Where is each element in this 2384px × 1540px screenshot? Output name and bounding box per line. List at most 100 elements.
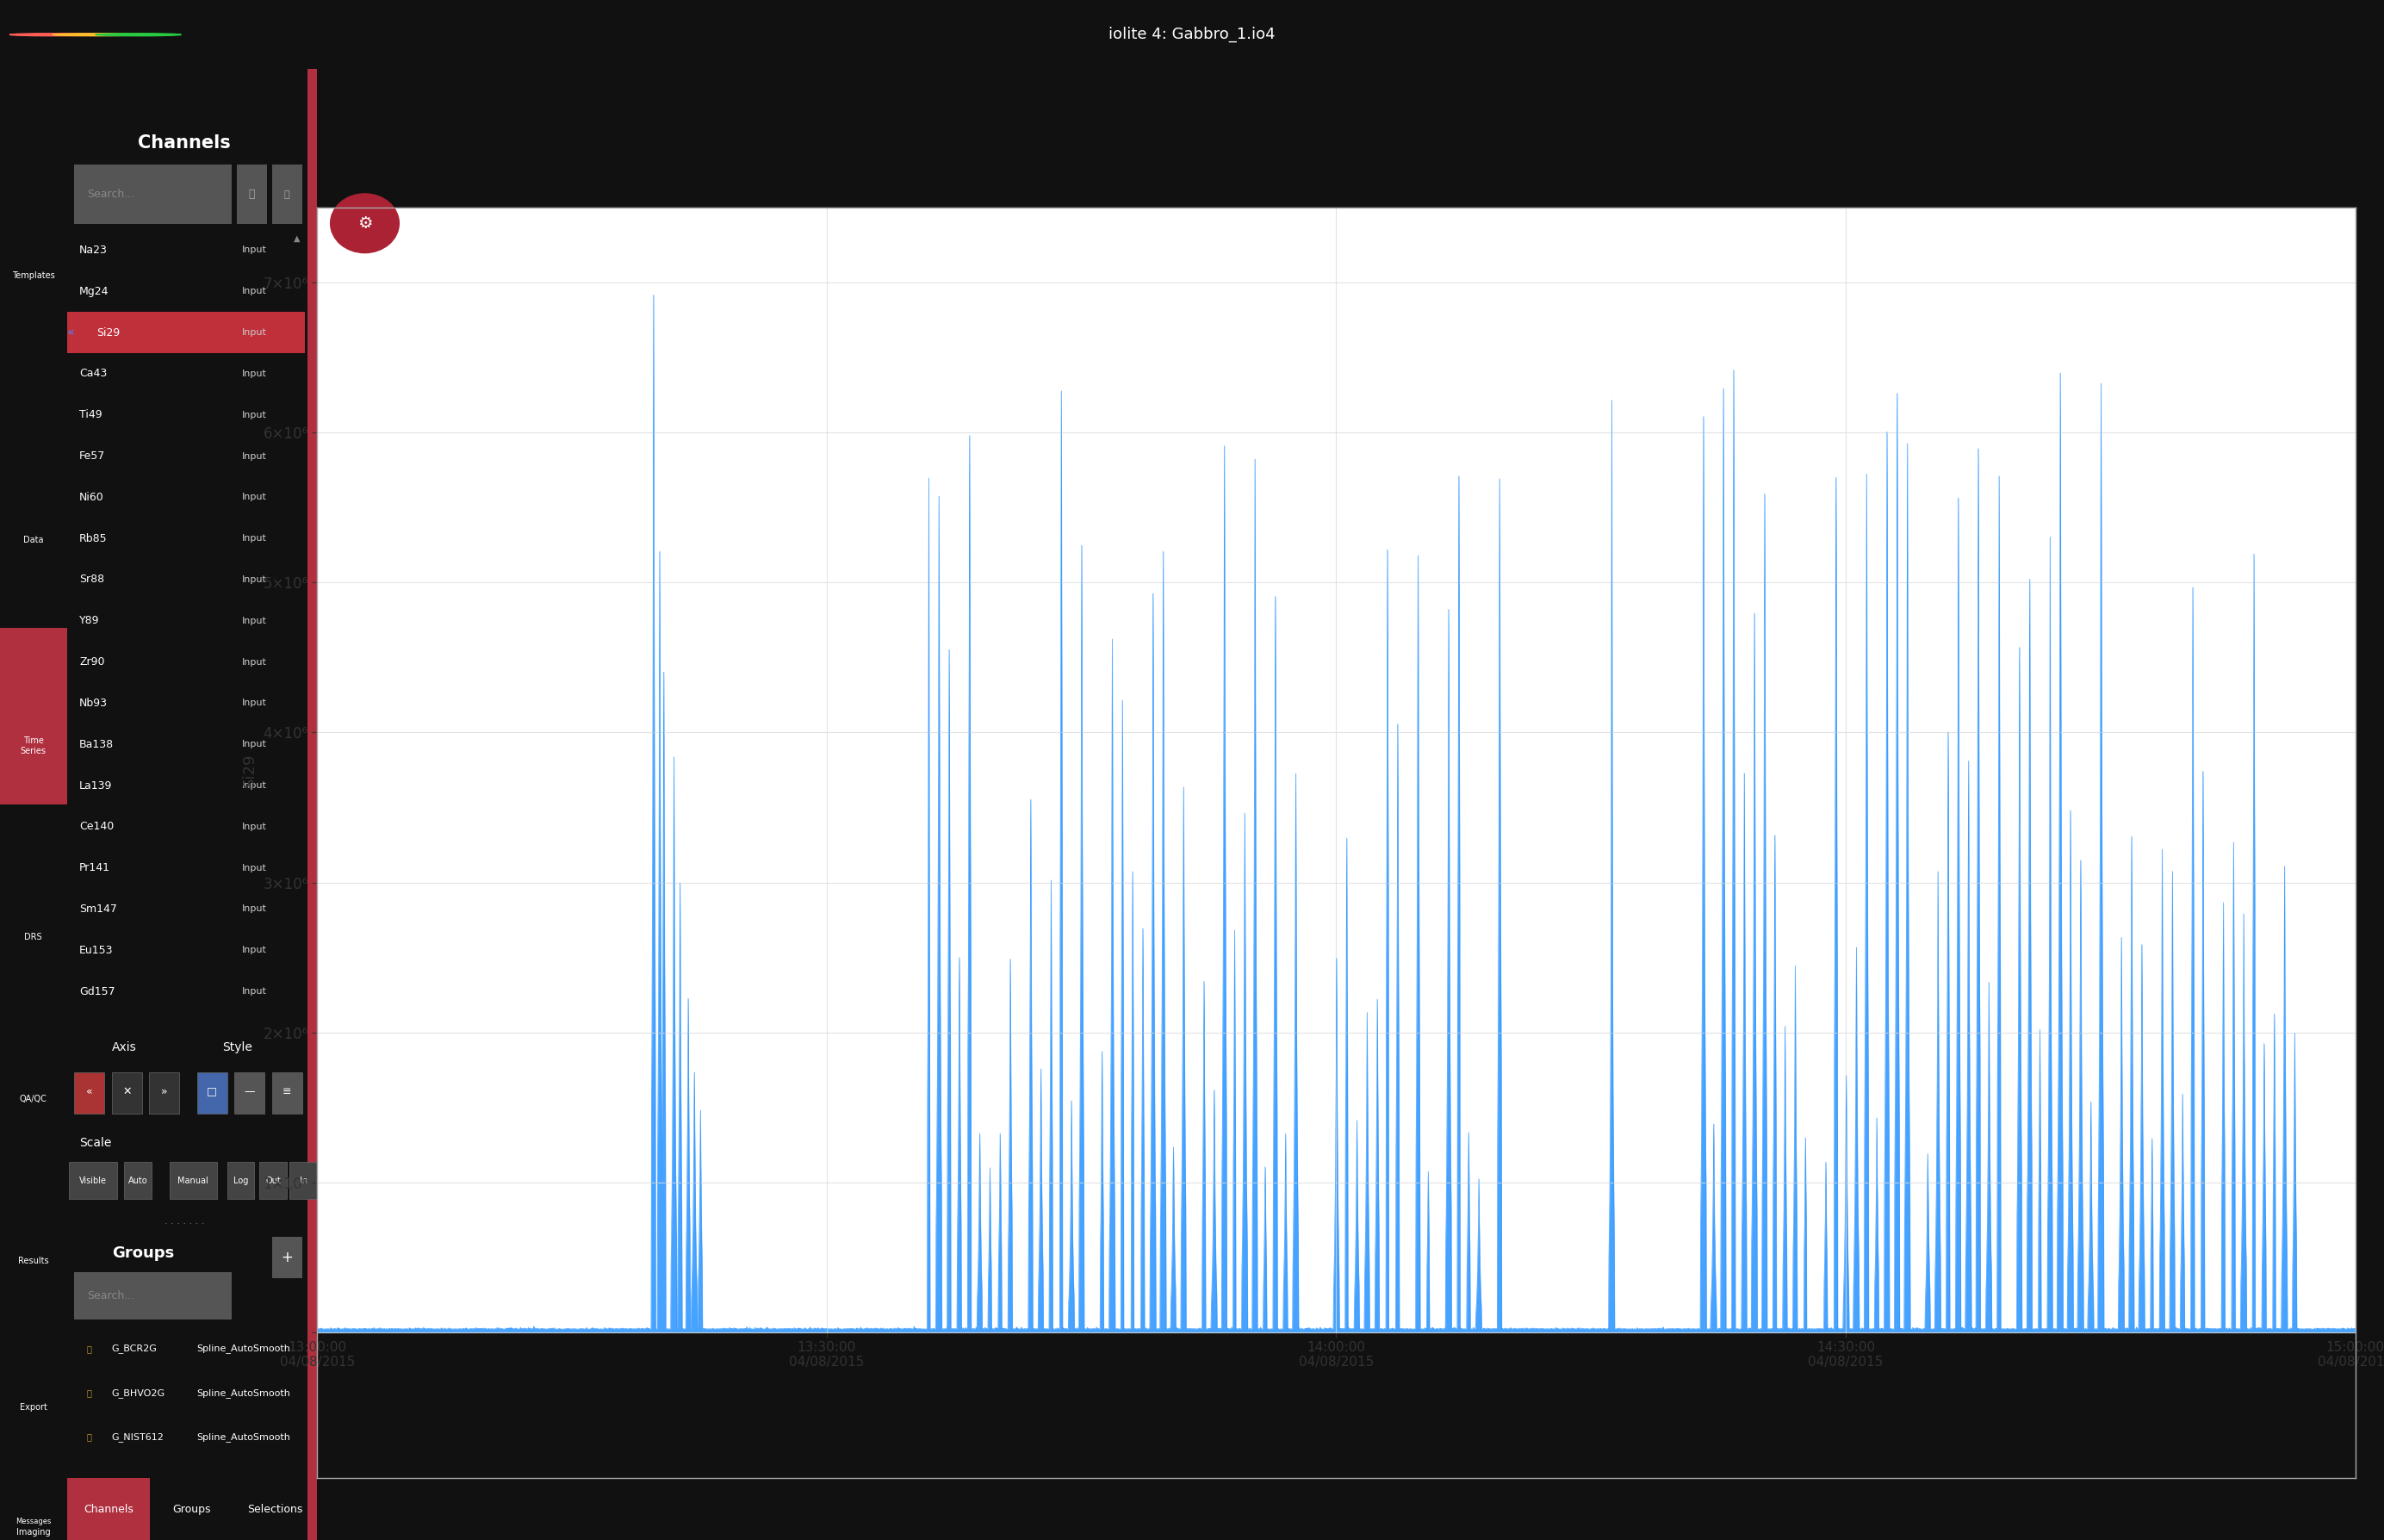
Text: Axis: Axis	[112, 1041, 136, 1053]
Text: Mg24: Mg24	[79, 286, 110, 297]
Text: Na23: Na23	[79, 245, 107, 256]
Circle shape	[10, 34, 95, 35]
FancyBboxPatch shape	[74, 1272, 231, 1320]
Text: Selections: Selections	[248, 1503, 303, 1515]
FancyBboxPatch shape	[236, 165, 267, 223]
Text: Input: Input	[243, 576, 267, 584]
FancyBboxPatch shape	[150, 1072, 179, 1113]
Text: G_BCR2G: G_BCR2G	[112, 1344, 157, 1354]
Text: Channels: Channels	[138, 134, 231, 151]
Y-axis label: Si29: Si29	[241, 753, 257, 787]
Bar	[308, 69, 317, 1540]
Text: Input: Input	[243, 741, 267, 748]
Text: Results: Results	[19, 1257, 48, 1264]
Text: +: +	[281, 1250, 293, 1266]
Text: Input: Input	[243, 370, 267, 377]
FancyBboxPatch shape	[69, 1163, 117, 1198]
Text: Ba138: Ba138	[79, 739, 114, 750]
Text: Spline_AutoSmooth: Spline_AutoSmooth	[198, 1388, 291, 1398]
Text: iolite 4: Gabbro_1.io4: iolite 4: Gabbro_1.io4	[1109, 26, 1275, 43]
Text: »: »	[162, 1086, 167, 1096]
FancyBboxPatch shape	[0, 628, 67, 804]
Text: Search...: Search...	[86, 1291, 134, 1301]
Text: Visible: Visible	[79, 1177, 107, 1186]
FancyBboxPatch shape	[272, 1072, 303, 1113]
FancyBboxPatch shape	[198, 1072, 226, 1113]
Text: ▲: ▲	[293, 234, 300, 243]
FancyBboxPatch shape	[272, 165, 303, 223]
FancyBboxPatch shape	[74, 1072, 105, 1113]
Text: Spline_AutoSmooth: Spline_AutoSmooth	[198, 1344, 291, 1354]
Text: Y89: Y89	[79, 614, 100, 627]
Text: Style: Style	[222, 1041, 253, 1053]
Text: Input: Input	[243, 534, 267, 542]
Text: Input: Input	[243, 286, 267, 296]
Text: Imaging: Imaging	[17, 1528, 50, 1537]
Text: 🔍: 🔍	[2298, 206, 2308, 219]
Text: Input: Input	[243, 493, 267, 502]
Text: Out: Out	[265, 1177, 281, 1186]
Text: Sm147: Sm147	[79, 904, 117, 915]
Text: Search...: Search...	[86, 189, 134, 200]
FancyBboxPatch shape	[124, 1163, 153, 1198]
Text: Zr90: Zr90	[79, 656, 105, 668]
Text: 🏆: 🏆	[86, 1432, 93, 1441]
Text: Groups: Groups	[112, 1246, 174, 1261]
Text: Channels: Channels	[83, 1503, 134, 1515]
Text: Input: Input	[243, 451, 267, 460]
Text: ⬜: ⬜	[2298, 246, 2308, 259]
Text: 🏆: 🏆	[86, 1344, 93, 1354]
FancyBboxPatch shape	[67, 313, 305, 353]
Text: In: In	[300, 1177, 308, 1186]
Text: G_NIST612: G_NIST612	[112, 1432, 164, 1441]
Text: Input: Input	[243, 699, 267, 707]
Text: Groups: Groups	[172, 1503, 212, 1515]
Text: Export: Export	[19, 1403, 48, 1412]
Text: □: □	[207, 1086, 217, 1096]
Circle shape	[52, 34, 138, 35]
Text: Time
Series: Time Series	[21, 736, 45, 755]
Text: Rb85: Rb85	[79, 533, 107, 544]
Text: Ni60: Ni60	[79, 491, 105, 504]
Text: Input: Input	[243, 822, 267, 832]
Text: «: «	[86, 1086, 93, 1096]
Text: Input: Input	[243, 781, 267, 790]
Text: Ce140: Ce140	[79, 821, 114, 832]
FancyBboxPatch shape	[74, 165, 231, 223]
Text: Spline_AutoSmooth: Spline_AutoSmooth	[198, 1432, 291, 1441]
Text: Log: Log	[234, 1177, 248, 1186]
Text: 🏆: 🏆	[86, 1389, 93, 1397]
FancyBboxPatch shape	[112, 1072, 143, 1113]
Text: Input: Input	[243, 864, 267, 872]
Circle shape	[331, 194, 398, 253]
Text: Scale: Scale	[79, 1137, 112, 1149]
Text: Fe57: Fe57	[79, 451, 105, 462]
Text: Pr141: Pr141	[79, 862, 110, 873]
Text: Input: Input	[243, 246, 267, 254]
Text: Manual: Manual	[179, 1177, 207, 1186]
FancyBboxPatch shape	[67, 1478, 150, 1540]
Text: Sr88: Sr88	[79, 574, 105, 585]
Text: Input: Input	[243, 328, 267, 337]
Text: Ti49: Ti49	[79, 410, 103, 420]
Text: DRS: DRS	[24, 933, 43, 941]
Text: Input: Input	[243, 987, 267, 996]
FancyBboxPatch shape	[288, 1163, 317, 1198]
FancyBboxPatch shape	[226, 1163, 255, 1198]
Circle shape	[95, 34, 181, 35]
FancyBboxPatch shape	[272, 1237, 303, 1278]
Text: La139: La139	[79, 779, 112, 792]
Text: Gd157: Gd157	[79, 986, 114, 996]
Text: «: «	[67, 326, 74, 339]
Text: Input: Input	[243, 658, 267, 667]
FancyBboxPatch shape	[234, 1072, 265, 1113]
Text: Data: Data	[24, 536, 43, 544]
Text: G_BHVO2G: G_BHVO2G	[112, 1388, 164, 1398]
Text: · · · · · · ·: · · · · · · ·	[164, 1220, 205, 1227]
Text: Input: Input	[243, 906, 267, 913]
Text: 🔍: 🔍	[2298, 286, 2308, 299]
Text: Messages: Messages	[17, 1517, 50, 1525]
Text: ↺: ↺	[2346, 206, 2355, 219]
Text: Si29: Si29	[98, 326, 119, 339]
Text: Eu153: Eu153	[79, 944, 114, 956]
